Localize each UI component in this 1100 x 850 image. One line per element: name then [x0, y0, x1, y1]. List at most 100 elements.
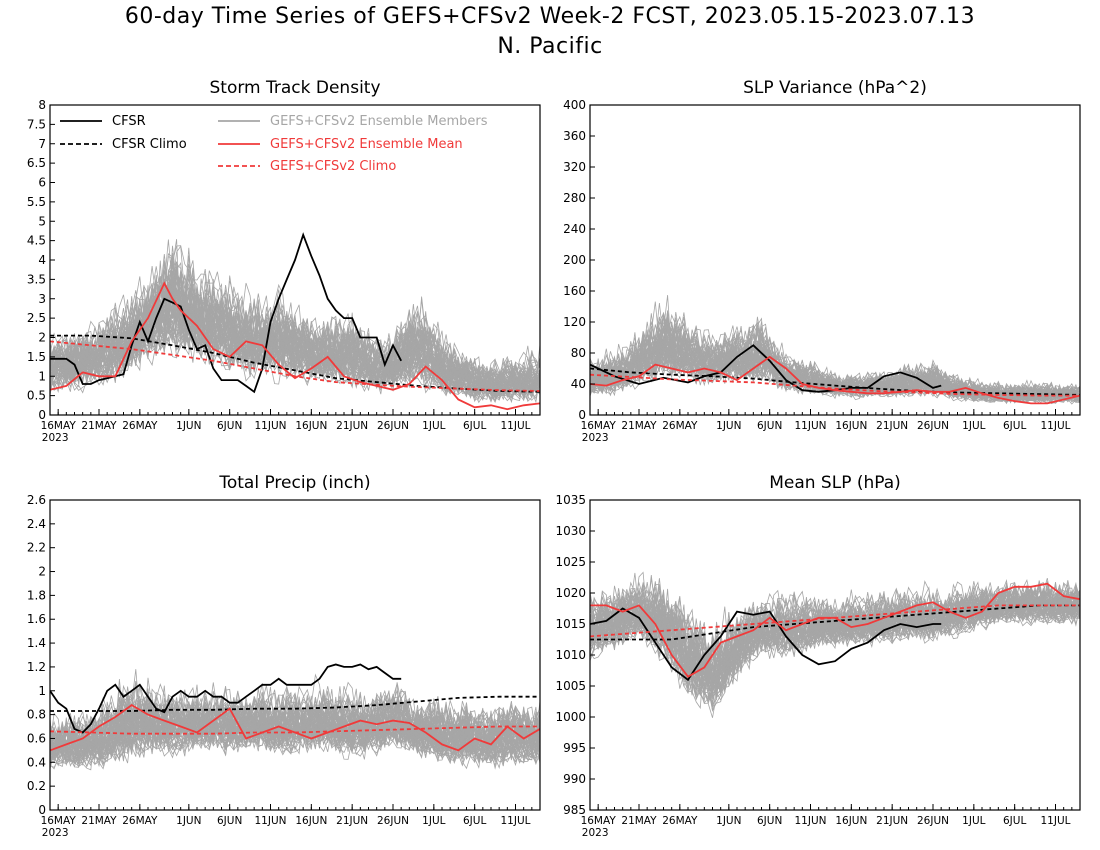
x-tick-label: 16MAY: [581, 420, 617, 432]
x-tick-year-label: 2023: [582, 432, 609, 444]
y-tick-label: 2.2: [27, 541, 46, 555]
panel-title: Storm Track Density: [209, 78, 380, 98]
x-tick-label: 21MAY: [621, 815, 657, 827]
plot-area: [590, 295, 1080, 405]
x-tick-label: 26MAY: [662, 420, 698, 432]
gefs-cfsv2-climo-line: [590, 604, 1080, 638]
y-tick-label: 2.6: [27, 493, 46, 507]
gefs-cfsv2-climo-line: [590, 373, 1080, 397]
x-tick-label: 1JUL: [962, 420, 985, 432]
x-tick-label: 16MAY: [41, 815, 77, 827]
ensemble-member-line: [50, 270, 540, 399]
y-tick-label: 1000: [555, 710, 586, 724]
x-tick-label: 1JUN: [716, 815, 741, 827]
y-tick-label: 40: [571, 377, 586, 391]
y-tick-label: 1.6: [27, 612, 46, 626]
y-tick-label: 3: [38, 292, 46, 306]
figure-title: 60-day Time Series of GEFS+CFSv2 Week-2 …: [124, 4, 976, 29]
y-tick-label: 0.6: [27, 731, 46, 745]
y-tick-label: 3.5: [27, 272, 46, 286]
x-tick-year-label: 2023: [42, 827, 69, 839]
y-tick-label: 160: [563, 284, 586, 298]
gefs-cfsv2-ensemble-mean-line: [590, 355, 1080, 405]
plot-area: [50, 232, 540, 411]
cfsr-line: [590, 607, 942, 682]
x-tick-label: 21JUN: [876, 420, 908, 432]
x-tick-label: 26MAY: [122, 420, 158, 432]
y-tick-label: 7: [38, 137, 46, 151]
x-tick-label: 6JUN: [757, 815, 782, 827]
ensemble-member-line: [590, 322, 1080, 404]
y-tick-label: 1015: [555, 617, 586, 631]
y-tick-label: 5: [38, 214, 46, 228]
x-tick-label: 21JUN: [336, 420, 368, 432]
cfsr-climo-line: [590, 604, 1080, 641]
x-tick-label: 26MAY: [122, 815, 158, 827]
ensemble-member-line: [50, 277, 540, 398]
y-tick-label: 2: [38, 565, 46, 579]
y-tick-label: 1.2: [27, 660, 46, 674]
y-tick-label: 1005: [555, 679, 586, 693]
y-tick-label: 400: [563, 98, 586, 112]
legend-label: CFSR: [112, 114, 146, 129]
y-tick-label: 360: [563, 129, 586, 143]
x-tick-label: 6JUL: [463, 420, 486, 432]
y-tick-label: 280: [563, 191, 586, 205]
x-tick-label: 16MAY: [581, 815, 617, 827]
legend-label: GEFS+CFSv2 Ensemble Mean: [270, 137, 463, 152]
x-tick-label: 21JUN: [876, 815, 908, 827]
legend-label: CFSR Climo: [112, 137, 187, 152]
cfsr-line: [50, 663, 402, 734]
panel-4: Mean SLP (hPa) 985 990 995 1000 1005 1010 1015 1…: [555, 473, 1081, 839]
y-tick-label: 2: [38, 331, 46, 345]
x-tick-label: 16JUN: [295, 815, 327, 827]
x-tick-year-label: 2023: [42, 432, 69, 444]
ensemble-member-line: [590, 315, 1080, 402]
y-tick-label: 0: [38, 408, 46, 422]
x-tick-label: 11JUN: [795, 420, 827, 432]
y-tick-label: 1: [38, 684, 46, 698]
x-tick-label: 26JUN: [917, 420, 949, 432]
x-tick-label: 11JUL: [501, 815, 531, 827]
ensemble-member-line: [50, 677, 540, 764]
x-tick-label: 21MAY: [81, 815, 117, 827]
x-tick-label: 26JUN: [917, 815, 949, 827]
y-tick-label: 80: [571, 346, 586, 360]
plot-area: [50, 663, 540, 771]
panel-title: SLP Variance (hPa^2): [743, 78, 927, 98]
y-tick-label: 1025: [555, 555, 586, 569]
x-tick-label: 11JUL: [501, 420, 531, 432]
panel-frame: [49, 499, 541, 811]
y-tick-label: 1035: [555, 493, 586, 507]
x-tick-label: 6JUN: [217, 420, 242, 432]
ensemble-member-line: [50, 256, 540, 397]
ensemble-member-line: [50, 239, 540, 393]
y-tick-label: 4: [38, 253, 46, 267]
x-tick-label: 21MAY: [621, 420, 657, 432]
y-tick-label: 0: [38, 803, 46, 817]
y-tick-label: 0.4: [27, 755, 46, 769]
y-tick-label: 200: [563, 253, 586, 267]
y-tick-label: 995: [563, 741, 586, 755]
panel-2: SLP Variance (hPa^2) 0 40 80 120 160 200 240 280…: [563, 78, 1081, 444]
y-tick-label: 120: [563, 315, 586, 329]
y-tick-label: 5.5: [27, 195, 46, 209]
x-tick-label: 21JUN: [336, 815, 368, 827]
ensemble-member-line: [50, 686, 540, 764]
x-tick-label: 11JUN: [795, 815, 827, 827]
y-tick-label: 1.5: [27, 350, 46, 364]
x-tick-label: 6JUL: [1003, 420, 1026, 432]
x-tick-label: 11JUL: [1041, 815, 1071, 827]
y-tick-label: 1020: [555, 586, 586, 600]
y-tick-label: 4.5: [27, 234, 46, 248]
gefs-cfsv2-climo-line: [50, 340, 540, 392]
cfsr-climo-line: [50, 334, 540, 393]
panel-title: Mean SLP (hPa): [769, 473, 901, 493]
y-tick-label: 320: [563, 160, 586, 174]
cfsr-line: [590, 344, 942, 393]
x-tick-label: 1JUL: [422, 815, 445, 827]
x-tick-label: 16MAY: [41, 420, 77, 432]
y-tick-label: 0.8: [27, 708, 46, 722]
panel-3: Total Precip (inch) 0 0.2 0.4 0.6 0.8 1 1.2 1.4 1…: [27, 473, 541, 839]
